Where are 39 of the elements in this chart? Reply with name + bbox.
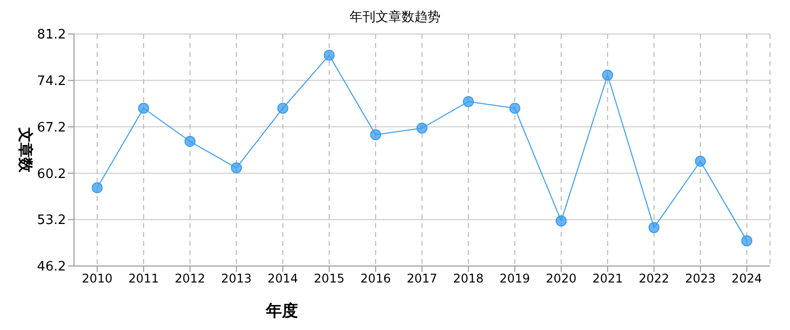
point	[556, 215, 567, 226]
y-tick-label: 53.2	[37, 213, 66, 228]
x-tick-label: 2023	[685, 272, 716, 286]
point	[602, 70, 614, 81]
x-tick-label: 2017	[406, 272, 438, 286]
x-tick-label: 2012	[174, 272, 206, 286]
x-tick-label: 2019	[500, 272, 530, 286]
y-tick-label: 81.2	[37, 28, 66, 43]
y-tick-label: 67.2	[37, 120, 66, 136]
point	[277, 102, 288, 114]
chart-title: 年刊文章数趋势	[348, 9, 442, 27]
x-axis-title: 年度	[265, 301, 298, 320]
point	[509, 102, 520, 114]
x-tick-label: 2013	[221, 272, 252, 286]
x-tick-label: 2016	[360, 272, 391, 286]
x-tick-label: 2018	[453, 272, 484, 286]
x-tick-label: 2021	[592, 272, 623, 286]
x-tick-label: 2015	[314, 272, 344, 286]
point	[324, 50, 335, 61]
point	[416, 122, 428, 134]
point	[462, 96, 474, 108]
x-tick-label: 2010	[82, 272, 112, 286]
x-tick-label: 2024	[732, 272, 762, 286]
x-tick-label: 2020	[546, 272, 576, 286]
x-tick-label: 2011	[128, 272, 159, 286]
point	[694, 156, 706, 167]
x-tick-label: 2014	[268, 272, 298, 286]
point	[741, 235, 752, 246]
x-tick-label: 2022	[638, 272, 670, 286]
y-tick-label: 60.2	[37, 166, 66, 182]
point	[230, 162, 242, 174]
y-tick-label: 46.2	[37, 260, 66, 275]
point	[92, 182, 103, 194]
point	[184, 136, 196, 147]
y-axis-title: 文章数	[16, 126, 35, 174]
point	[370, 129, 382, 140]
point	[648, 222, 660, 234]
point	[138, 102, 150, 114]
y-tick-label: 74.2	[37, 74, 66, 90]
